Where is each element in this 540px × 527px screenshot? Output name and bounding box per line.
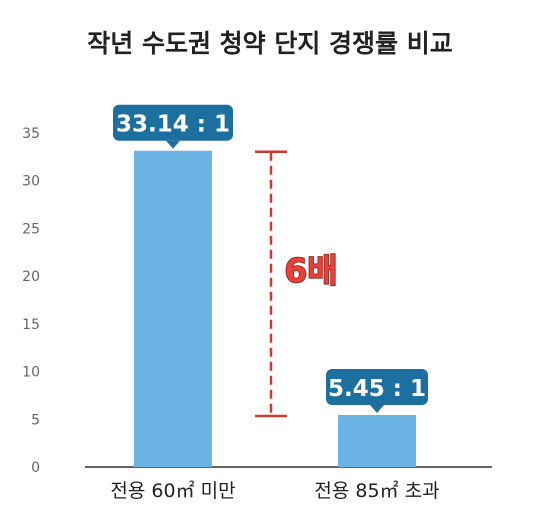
bar-2 [338,414,416,467]
data-label-text: 5.45 : 1 [328,376,426,402]
data-label-1: 33.14 : 1 [113,104,233,149]
y-tick-label: 0 [31,460,40,476]
category-label-1: 전용 60㎡ 미만 [110,479,235,502]
bars [134,150,416,468]
ratio-annotation: 6배 [255,150,338,418]
data-label-pointer [166,140,180,149]
y-tick-label: 5 [31,412,40,428]
y-tick-label: 30 [22,174,40,190]
data-label-2: 5.45 : 1 [326,368,428,413]
y-tick-label: 10 [22,365,40,381]
y-axis-ticks: 0 5 10 15 20 25 30 35 [22,126,40,476]
data-label-pointer [370,404,384,413]
y-tick-label: 35 [22,126,40,142]
ratio-annotation-label: 6배 [284,251,337,290]
data-label-bubble [326,368,428,405]
data-labels: 33.14 : 1 5.45 : 1 [113,104,428,413]
x-axis-categories: 전용 60㎡ 미만 전용 85㎡ 초과 [110,479,439,502]
y-tick-label: 20 [22,269,40,285]
bar-1 [134,150,212,468]
y-tick-label: 25 [22,221,40,237]
data-label-bubble [113,104,233,141]
category-label-2: 전용 85㎡ 초과 [314,479,439,502]
y-tick-label: 15 [22,317,40,333]
data-label-text: 33.14 : 1 [116,112,230,138]
chart-title: 작년 수도권 청약 단지 경쟁률 비교 [87,29,453,58]
